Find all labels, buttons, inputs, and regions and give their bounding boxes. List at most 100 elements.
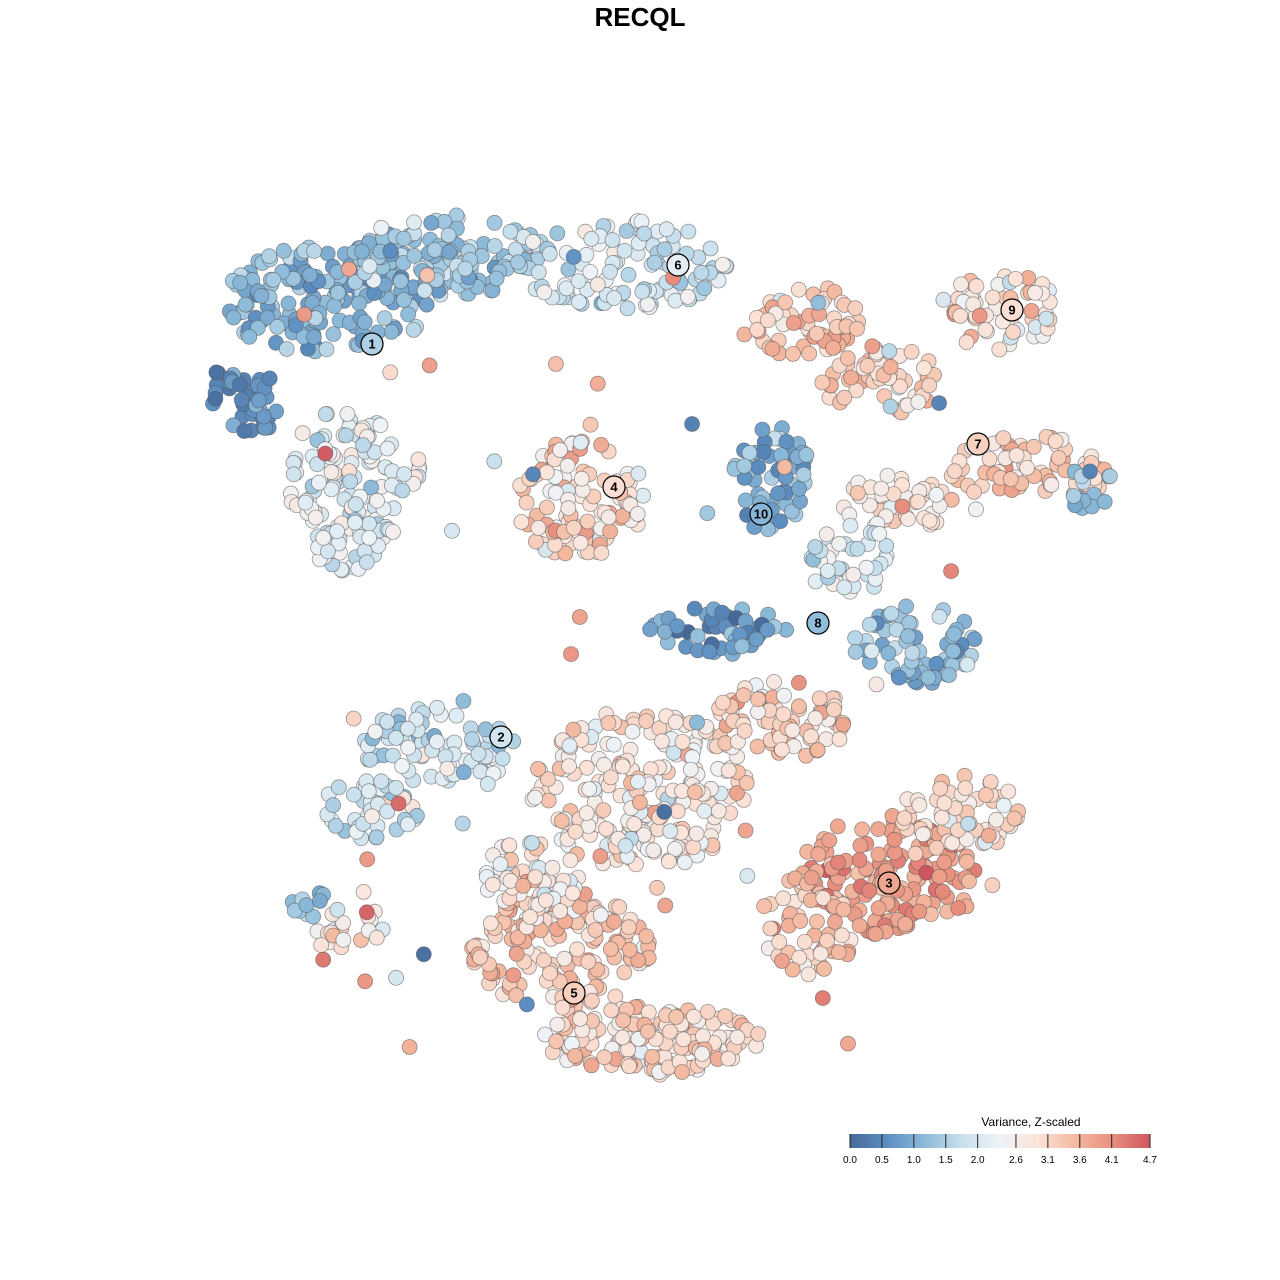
cell-point: [737, 822, 754, 839]
cell-point: [394, 758, 411, 774]
cell-point: [379, 714, 396, 730]
cell-point: [567, 1048, 583, 1064]
cell-point: [492, 856, 509, 873]
legend-title: Variance, Z-scaled: [981, 1115, 1080, 1129]
cell-point: [419, 267, 436, 284]
cell-point: [275, 242, 292, 259]
cluster-label-text: 9: [1008, 303, 1015, 318]
cell-point: [830, 854, 846, 871]
cell-point: [301, 267, 318, 284]
cell-point: [494, 750, 511, 767]
cell-point: [961, 873, 977, 890]
cell-point: [287, 317, 304, 334]
cell-point: [567, 823, 584, 840]
legend-tick-label: 4.1: [1105, 1155, 1119, 1166]
cell-point: [995, 430, 1012, 447]
cell-point: [549, 225, 566, 242]
cell-point: [984, 289, 1001, 306]
cell-point: [878, 537, 895, 554]
cell-point: [400, 739, 417, 756]
cluster-label-7: 7: [966, 432, 990, 456]
cell-point: [515, 878, 531, 894]
cell-point: [429, 733, 445, 750]
cell-point: [634, 283, 651, 300]
cell-point: [686, 600, 703, 617]
cell-point: [814, 374, 831, 391]
cell-point: [508, 946, 525, 962]
cell-point: [717, 1008, 734, 1024]
cell-point: [382, 364, 399, 381]
cell-point: [968, 501, 984, 518]
cell-point: [687, 784, 703, 800]
cell-point: [488, 270, 505, 287]
cell-point: [818, 526, 835, 543]
cluster-label-text: 6: [674, 258, 681, 273]
cell-point: [796, 934, 813, 950]
cell-point: [416, 282, 433, 299]
cell-point: [528, 533, 544, 550]
cell-point: [367, 723, 384, 740]
cell-point: [775, 890, 792, 907]
cell-point: [1006, 810, 1023, 827]
cell-point: [570, 273, 587, 290]
cell-point: [464, 731, 480, 748]
cell-point: [680, 288, 696, 305]
cell-point: [583, 1057, 600, 1074]
cell-point: [1002, 471, 1019, 488]
cell-point: [639, 1023, 656, 1040]
cell-point: [342, 473, 359, 490]
cell-point: [995, 797, 1012, 814]
cell-point: [835, 716, 851, 733]
cell-point: [552, 903, 569, 919]
cell-point: [593, 436, 609, 453]
cell-point: [1007, 270, 1024, 287]
cell-point: [525, 466, 541, 483]
cell-point: [685, 839, 702, 856]
cell-point: [879, 467, 896, 484]
cell-point: [596, 1049, 613, 1066]
cell-point: [766, 674, 782, 690]
cell-point: [510, 929, 526, 946]
cluster-label-text: 8: [814, 616, 821, 631]
cell-point: [953, 276, 969, 293]
cell-point: [557, 545, 574, 562]
cell-point: [896, 810, 913, 826]
cell-point: [729, 1029, 746, 1046]
cell-point: [600, 509, 617, 526]
cluster-marker: [360, 332, 384, 356]
cell-point: [616, 964, 633, 981]
cell-point: [699, 505, 716, 522]
cell-point: [642, 621, 658, 638]
cell-point: [325, 326, 342, 343]
cell-point: [345, 710, 362, 727]
cell-point: [565, 721, 582, 738]
cell-point: [486, 453, 503, 470]
cell-point: [563, 646, 579, 662]
cell-point: [645, 842, 662, 859]
cell-point: [749, 321, 765, 338]
cell-point: [882, 359, 899, 375]
cell-point: [784, 961, 801, 978]
cell-point: [762, 920, 779, 937]
cluster-marker: [666, 253, 690, 277]
cell-point: [891, 669, 907, 686]
cell-point: [345, 786, 362, 803]
cell-point: [620, 266, 637, 283]
cell-point: [656, 804, 673, 820]
cell-point: [405, 321, 422, 338]
cell-point: [812, 945, 829, 962]
cell-point: [870, 900, 887, 917]
cell-point: [1019, 459, 1035, 476]
cell-point: [603, 1002, 620, 1019]
cell-point: [558, 280, 575, 297]
cell-point: [472, 949, 489, 966]
cell-point: [525, 233, 541, 250]
cell-point: [791, 698, 807, 715]
cell-point: [790, 281, 807, 298]
cell-point: [928, 486, 945, 503]
cell-point: [980, 827, 997, 844]
cluster-label-10: 10: [749, 502, 773, 526]
cell-point: [831, 731, 848, 748]
cell-point: [845, 566, 862, 583]
cell-point: [870, 846, 887, 863]
